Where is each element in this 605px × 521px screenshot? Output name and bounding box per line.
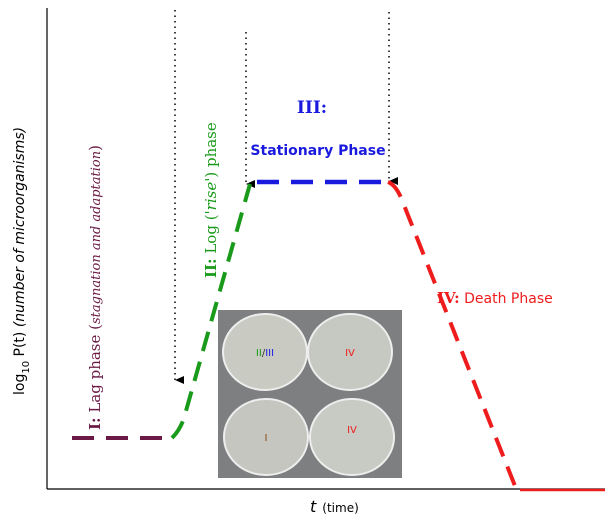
plate-label: I: [265, 433, 268, 444]
text-part: IV:: [437, 289, 460, 307]
text-part: II: [256, 348, 262, 359]
death-phase-label: IV: Death Phase: [437, 289, 553, 307]
text-part: P(t): [12, 327, 28, 361]
text-part: I:: [86, 417, 104, 430]
text-part: Log (: [202, 214, 220, 258]
text-part: stagnation and adaptation: [89, 151, 104, 324]
death-phase-curve: [387, 180, 517, 487]
plate-label: II/III: [256, 348, 274, 359]
text-part: /: [262, 348, 266, 359]
text-part: II:: [202, 258, 220, 278]
text-part: ): [86, 145, 104, 151]
stationary-phase-number: III:: [297, 98, 327, 118]
stationary-phase-label: Stationary Phase: [250, 143, 385, 159]
petri-photo: II/III IV I IV: [218, 310, 402, 478]
x-axis-label: t (time): [310, 497, 359, 516]
lag-phase-label: I: Lag phase (stagnation and adaptation): [86, 145, 104, 430]
plate-label: IV: [345, 348, 355, 359]
log-phase-curve: [170, 183, 252, 440]
log-phase-label: II: Log ('rise') phase: [202, 122, 220, 278]
text-part: Lag phase (: [86, 324, 104, 417]
text-part: (time): [322, 501, 358, 515]
y-axis-label: log10 P(t) (number of microorganisms): [12, 127, 32, 395]
text-part: III: [265, 348, 274, 359]
plate-label: IV: [347, 425, 357, 436]
text-part: log: [12, 374, 28, 395]
text-part: 'rise': [202, 178, 220, 215]
text-part: ) phase: [202, 122, 220, 178]
text-part: Death Phase: [460, 291, 553, 307]
text-part: 10: [21, 361, 32, 374]
text-part: (number of microorganisms): [12, 127, 28, 327]
text-part: t: [310, 497, 317, 516]
